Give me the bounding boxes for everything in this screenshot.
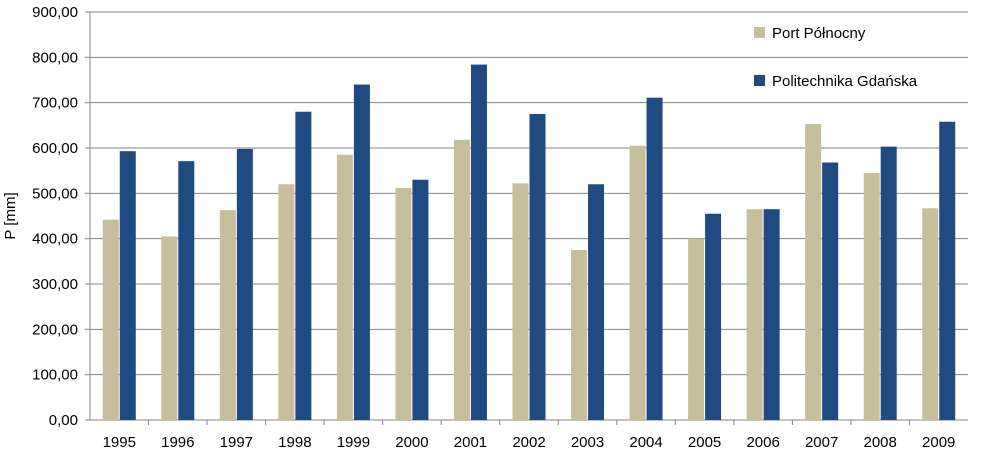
x-tick-label: 2008 <box>864 434 897 451</box>
x-tick-label: 1999 <box>337 434 370 451</box>
gridlines <box>85 11 968 421</box>
x-tick-label: 1995 <box>103 434 136 451</box>
x-tick-label: 2009 <box>922 434 955 451</box>
y-tick-label: 800,00 <box>32 49 78 66</box>
bar-politechnika-gdanska <box>119 151 136 420</box>
bar-port-polnocny <box>278 184 295 420</box>
bar-politechnika-gdanska <box>353 84 370 421</box>
x-tick-label: 2004 <box>629 434 662 451</box>
bar-port-polnocny <box>219 210 236 420</box>
y-tick-label: 700,00 <box>32 95 78 112</box>
y-tick-label: 0,00 <box>49 412 78 429</box>
bar-politechnika-gdanska <box>646 97 663 421</box>
bar-politechnika-gdanska <box>178 161 195 420</box>
legend-label-politechnika-gdanska: Politechnika Gdańska <box>772 73 918 90</box>
x-tick-labels: 1995 1996 1997 1998 1999 2000 2001 2002 2003 2004… <box>103 420 955 451</box>
bar-port-polnocny <box>805 123 822 421</box>
bar-port-polnocny <box>688 238 705 420</box>
legend-label-port-polnocny: Port Północny <box>772 25 866 42</box>
y-tick-label: 400,00 <box>32 231 78 248</box>
x-tick-label: 2002 <box>512 434 545 451</box>
bar-port-polnocny <box>336 154 353 421</box>
bar-politechnika-gdanska <box>763 209 780 420</box>
bar-politechnika-gdanska <box>529 114 546 420</box>
axes <box>89 12 968 421</box>
bar-port-polnocny <box>395 187 412 420</box>
x-tick-label: 1996 <box>161 434 194 451</box>
x-tick-label: 2006 <box>746 434 779 451</box>
bar-port-polnocny <box>863 172 880 420</box>
bar-politechnika-gdanska <box>588 184 605 420</box>
bar-politechnika-gdanska <box>295 111 312 420</box>
bar-politechnika-gdanska <box>880 146 897 420</box>
legend-swatch-port-polnocny <box>754 27 765 38</box>
y-tick-label: 600,00 <box>32 140 78 157</box>
y-tick-label: 900,00 <box>32 4 78 21</box>
x-tick-label: 2001 <box>454 434 487 451</box>
y-axis-title: P [mm] <box>2 192 19 239</box>
y-tick-labels: 0,00 100,00 200,00 300,00 400,00 500,00 600,00… <box>32 4 78 429</box>
bar-port-polnocny <box>512 183 529 420</box>
x-tick-label: 2003 <box>571 434 604 451</box>
legend-swatch-politechnika-gdanska <box>754 75 765 86</box>
x-tick-label: 1997 <box>220 434 253 451</box>
bar-port-polnocny <box>629 145 646 420</box>
bar-politechnika-gdanska <box>470 64 487 420</box>
bars <box>102 64 956 421</box>
y-tick-label: 300,00 <box>32 276 78 293</box>
bar-politechnika-gdanska <box>822 162 839 421</box>
y-tick-label: 100,00 <box>32 367 78 384</box>
x-tick-label: 2007 <box>805 434 838 451</box>
bar-port-polnocny <box>922 208 939 420</box>
bar-port-polnocny <box>102 219 119 420</box>
x-tick-label: 2005 <box>688 434 721 451</box>
bar-port-polnocny <box>746 209 763 420</box>
bar-politechnika-gdanska <box>705 213 722 420</box>
legend: Port Północny Politechnika Gdańska <box>754 25 918 90</box>
bar-politechnika-gdanska <box>236 148 253 420</box>
bar-port-polnocny <box>571 250 588 420</box>
bar-port-polnocny <box>453 139 470 420</box>
y-tick-label: 200,00 <box>32 321 78 338</box>
y-tick-label: 500,00 <box>32 185 78 202</box>
x-tick-label: 2000 <box>395 434 428 451</box>
x-tick-label: 1998 <box>278 434 311 451</box>
bar-politechnika-gdanska <box>939 121 956 420</box>
bar-politechnika-gdanska <box>412 179 429 420</box>
bar-port-polnocny <box>161 236 178 420</box>
